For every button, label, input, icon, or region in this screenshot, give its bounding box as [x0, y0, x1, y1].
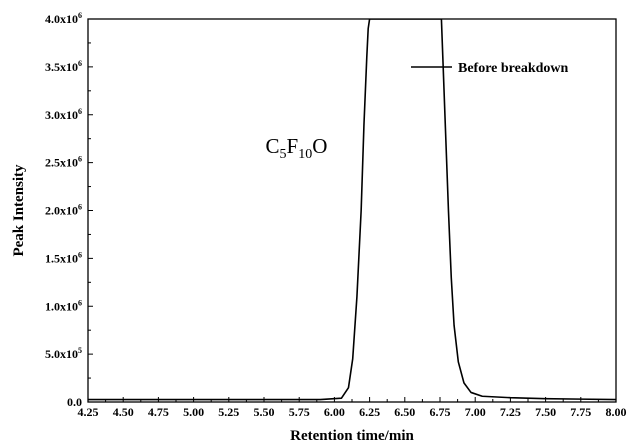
x-tick-label: 6.50 [394, 405, 415, 419]
series-layer [88, 19, 616, 401]
series-line [88, 19, 616, 401]
x-tick-label: 7.00 [465, 405, 486, 419]
x-tick-label: 6.25 [359, 405, 380, 419]
x-tick-label: 4.75 [148, 405, 169, 419]
x-tick-label: 4.25 [78, 405, 99, 419]
y-tick-label: 4.0x106 [45, 11, 82, 26]
y-tick-label: 2.0x106 [45, 203, 82, 218]
x-tick-label: 5.25 [218, 405, 239, 419]
plot-area [87, 18, 617, 403]
x-tick-label: 5.75 [289, 405, 310, 419]
plot-frame [87, 18, 617, 403]
x-tick-label: 6.00 [324, 405, 345, 419]
x-axis: 4.25 4.50 4.75 5.00 5.25 5.50 5.75 6.00 6.25 6.50… [78, 397, 627, 419]
annotations: C5F10O [265, 134, 327, 162]
y-tick-label: 5.0x105 [45, 346, 82, 361]
y-tick-label: 3.0x106 [45, 107, 82, 122]
legend: Before breakdown [411, 61, 569, 76]
x-tick-label: 6.75 [430, 405, 451, 419]
x-axis-title: Retention time/min [290, 428, 414, 444]
x-tick-label: 4.50 [113, 405, 134, 419]
x-tick-label: 8.00 [606, 405, 627, 419]
x-tick-label: 5.00 [183, 405, 204, 419]
y-axis-title: Peak Intensity [11, 164, 27, 257]
y-axis: 0.0 5.0x105 1.0x106 1.5x106 2.0x106 2.5x106 3.… [45, 11, 93, 409]
y-tick-label: 1.0x106 [45, 298, 82, 313]
x-tick-label: 7.75 [570, 405, 591, 419]
x-tick-label: 7.50 [535, 405, 556, 419]
y-tick-label: 3.5x106 [45, 59, 82, 74]
y-tick-label: 1.5x106 [45, 250, 82, 265]
y-tick-label: 2.5x106 [45, 155, 82, 170]
y-tick-label: 0.0 [67, 395, 82, 409]
x-tick-label: 5.50 [254, 405, 275, 419]
compound-annotation: C5F10O [265, 134, 327, 162]
x-tick-label: 7.25 [500, 405, 521, 419]
legend-label: Before breakdown [458, 61, 569, 76]
